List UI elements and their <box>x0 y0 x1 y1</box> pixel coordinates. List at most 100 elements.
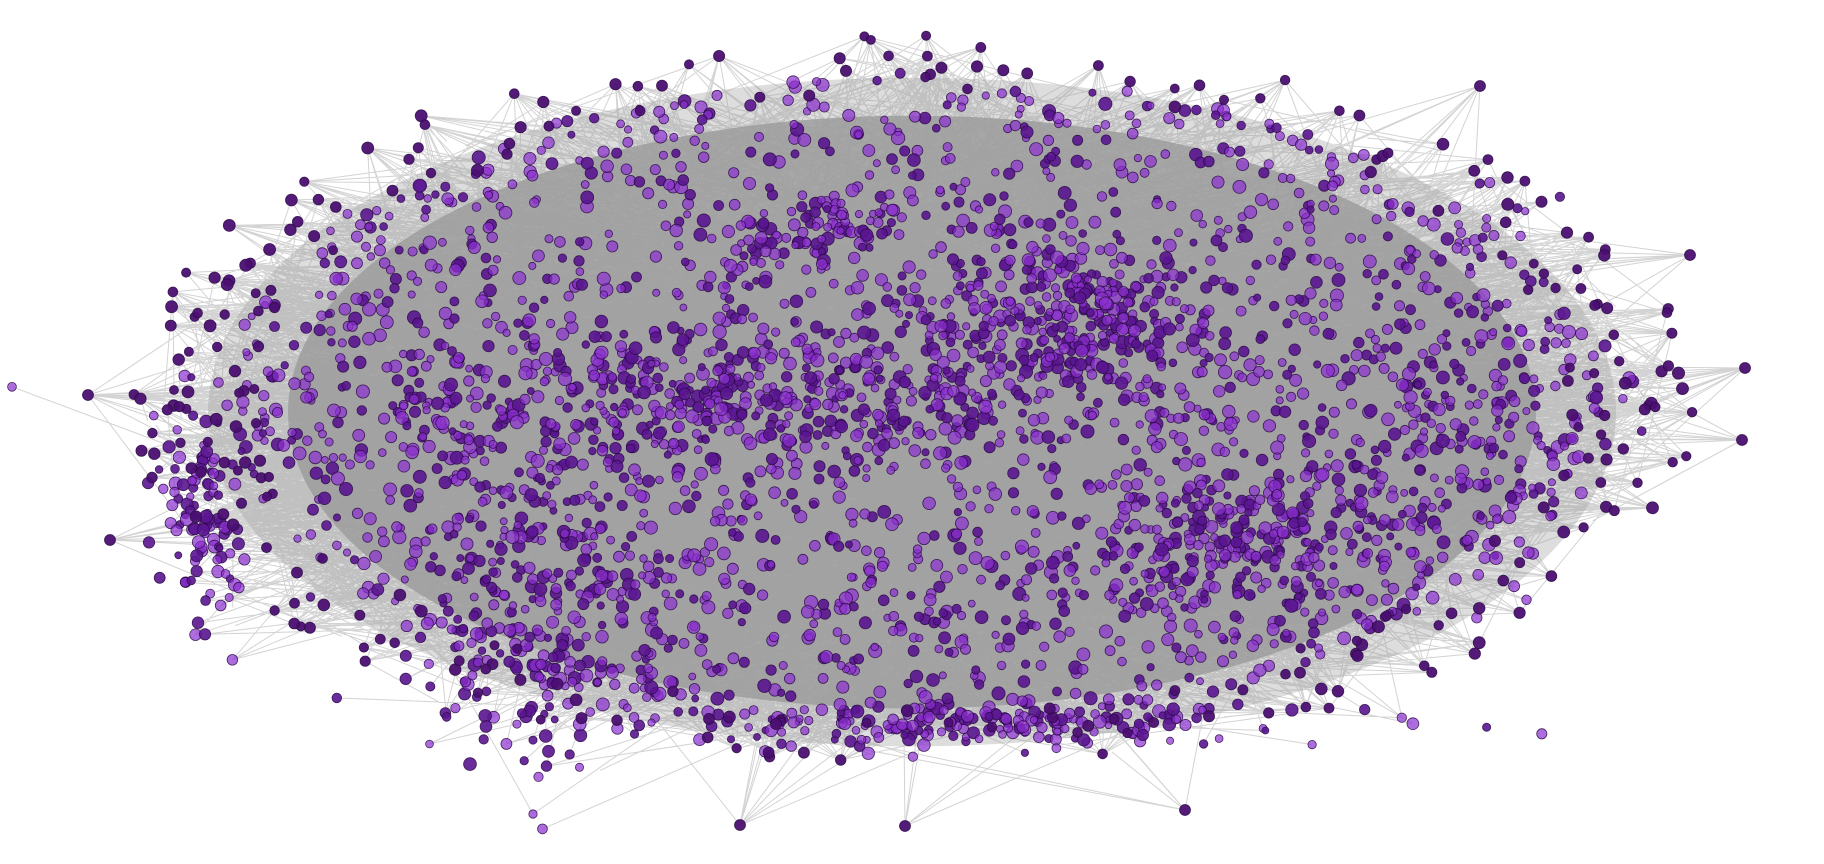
graph-node <box>1222 404 1236 419</box>
peripheral-node <box>104 534 116 546</box>
graph-node <box>1346 398 1358 410</box>
graph-node <box>420 360 432 372</box>
graph-node <box>1103 242 1118 257</box>
graph-node <box>744 493 758 506</box>
peripheral-node <box>1545 570 1558 582</box>
graph-node <box>1230 536 1243 549</box>
graph-node <box>789 119 799 129</box>
graph-node <box>1387 198 1399 210</box>
graph-node <box>508 601 518 610</box>
graph-node <box>1405 304 1416 316</box>
graph-node <box>576 278 589 291</box>
graph-node <box>408 544 423 559</box>
graph-node <box>1133 154 1143 163</box>
peripheral-node <box>920 71 931 83</box>
peripheral-node <box>1381 610 1392 622</box>
graph-node <box>1022 325 1032 335</box>
graph-node <box>1003 722 1014 733</box>
graph-node <box>611 147 623 159</box>
graph-node <box>858 616 872 630</box>
graph-node <box>886 203 899 217</box>
graph-node <box>1058 605 1070 617</box>
graph-node <box>1327 545 1338 556</box>
graph-node <box>449 313 460 324</box>
graph-node <box>1141 640 1155 654</box>
graph-node <box>188 410 199 421</box>
graph-node <box>469 627 484 641</box>
graph-node <box>787 218 801 232</box>
graph-node <box>953 196 965 208</box>
graph-node <box>945 337 956 348</box>
graph-node <box>1095 526 1109 540</box>
graph-node <box>1330 506 1342 519</box>
peripheral-node <box>1472 636 1486 650</box>
graph-node <box>709 516 721 527</box>
graph-node <box>853 456 863 465</box>
graph-node <box>881 341 894 354</box>
graph-node <box>1007 467 1020 480</box>
graph-node <box>1064 287 1075 299</box>
graph-node <box>1020 748 1030 757</box>
graph-node <box>883 122 897 136</box>
peripheral-node <box>329 201 342 213</box>
graph-node <box>317 491 332 506</box>
graph-node <box>514 467 524 478</box>
graph-node <box>1536 728 1548 740</box>
graph-node <box>1184 672 1195 683</box>
graph-node <box>902 363 913 375</box>
graph-node <box>865 216 875 226</box>
graph-node <box>465 225 475 236</box>
graph-node <box>554 236 566 248</box>
graph-node <box>1121 708 1133 720</box>
graph-node <box>1057 185 1072 200</box>
graph-node <box>639 554 648 563</box>
peripheral-node <box>303 621 316 634</box>
graph-node <box>1300 607 1310 617</box>
graph-node <box>886 218 896 228</box>
peripheral-node <box>419 119 431 130</box>
graph-node <box>1143 272 1154 284</box>
graph-node <box>1359 464 1370 475</box>
graph-node <box>846 572 857 582</box>
graph-node <box>360 208 374 222</box>
graph-node <box>1158 711 1167 720</box>
graph-node <box>324 310 333 319</box>
peripheral-node <box>1323 702 1335 714</box>
graph-node <box>1350 349 1363 362</box>
graph-node <box>1163 619 1178 634</box>
graph-node <box>1114 635 1126 647</box>
graph-node <box>362 532 373 543</box>
graph-node <box>796 201 808 213</box>
graph-node <box>453 352 465 364</box>
graph-node <box>1205 255 1216 266</box>
graph-node <box>595 697 610 712</box>
graph-node <box>575 267 585 276</box>
graph-node <box>1302 498 1314 509</box>
graph-node <box>1142 374 1152 384</box>
graph-node <box>934 644 944 654</box>
graph-node <box>951 528 963 540</box>
graph-node <box>1538 277 1549 288</box>
peripheral-node <box>1072 727 1083 738</box>
peripheral-node <box>569 693 583 707</box>
graph-node <box>610 459 624 473</box>
peripheral-node <box>833 52 846 65</box>
graph-node <box>1245 275 1256 286</box>
peripheral-node <box>1280 668 1291 680</box>
graph-node <box>1195 651 1207 663</box>
graph-node <box>701 600 716 615</box>
peripheral-node <box>508 88 520 99</box>
peripheral-node <box>611 714 623 726</box>
graph-node <box>696 114 708 125</box>
graph-node <box>307 503 319 516</box>
graph-node <box>1277 358 1287 367</box>
peripheral-node <box>354 609 366 621</box>
graph-node <box>1203 554 1213 563</box>
graph-node <box>1140 569 1149 578</box>
graph-node <box>1371 275 1382 286</box>
graph-node <box>1189 238 1198 247</box>
graph-node <box>1334 485 1344 495</box>
graph-node <box>1122 296 1134 308</box>
graph-node <box>1477 232 1488 243</box>
graph-node <box>1020 659 1031 669</box>
